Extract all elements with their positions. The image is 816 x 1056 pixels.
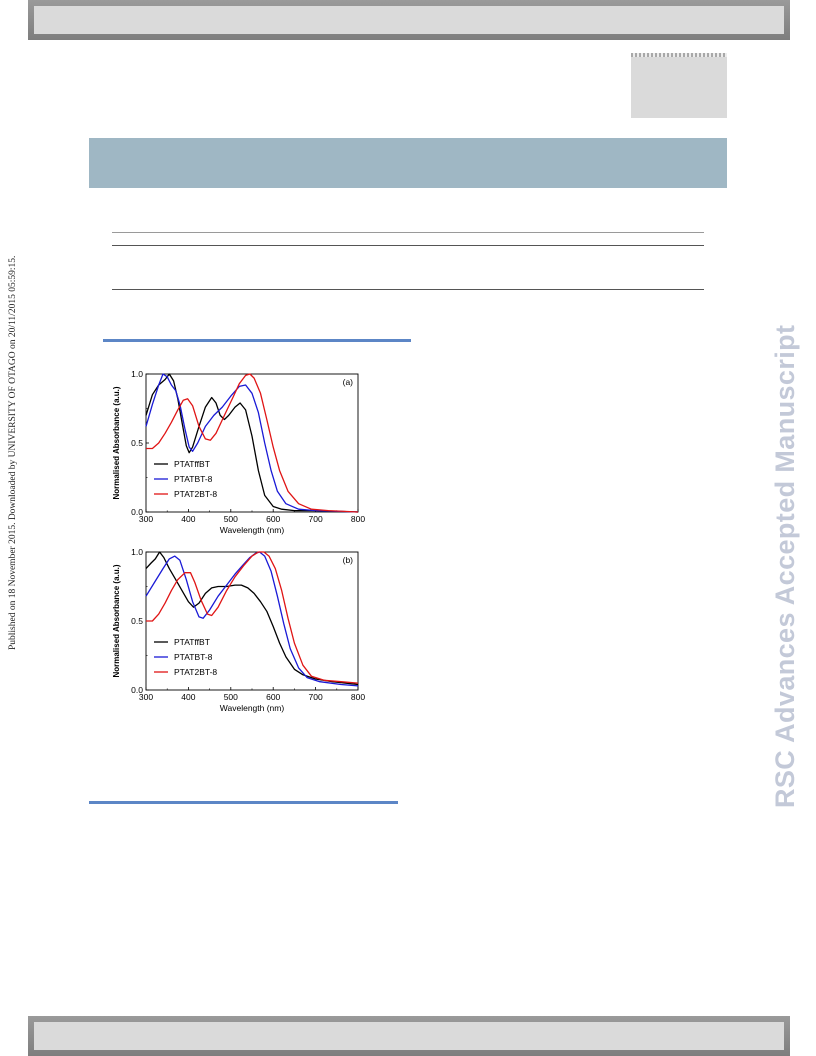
series-line [146,551,359,684]
section-rule-top [103,339,411,342]
header-bar [28,0,790,40]
x-tick-label: 700 [309,692,323,702]
publication-note: Published on 18 November 2015. Downloade… [8,255,18,650]
table-bottom-rule [112,289,704,290]
x-axis-label: Wavelength (nm) [220,703,285,713]
y-tick-label: 0.0 [131,685,143,695]
title-band [89,138,727,188]
series-line [145,373,359,513]
y-tick-label: 1.0 [131,370,143,379]
x-tick-label: 300 [139,514,153,524]
x-tick-label: 800 [351,514,365,524]
x-axis-label: Wavelength (nm) [220,525,285,535]
table-top-rule [112,232,704,233]
x-tick-label: 600 [266,692,280,702]
series-line [145,551,359,687]
x-tick-label: 700 [309,514,323,524]
series-line [145,373,359,513]
series-line [145,551,359,686]
panel-label: (a) [343,377,354,387]
y-tick-label: 1.0 [131,548,143,557]
watermark: RSC Advances Accepted Manuscript [770,324,800,808]
footer-bar [28,1016,790,1056]
legend-label: PTAT2BT-8 [174,489,217,499]
legend-label: PTAT2BT-8 [174,667,217,677]
series-line [146,373,359,513]
y-tick-label: 0.5 [131,438,143,448]
legend-label: PTATBT-8 [174,652,213,662]
y-tick-label: 0.5 [131,616,143,626]
x-tick-label: 600 [266,514,280,524]
x-tick-label: 800 [351,692,365,702]
legend-label: PTATBT-8 [174,474,213,484]
journal-logo-box [631,53,727,118]
y-axis-label: Normalised Absorbance (a.u.) [112,386,121,499]
absorbance-chart-a: 300 400 500 600 700 800 0.0 0.5 1.0 Wavelength (n… [112,370,365,535]
section-rule-bottom [89,801,398,804]
x-tick-label: 400 [181,514,195,524]
table-header-rule [112,245,704,246]
legend-label: PTATffBT [174,459,210,469]
x-tick-label: 400 [181,692,195,702]
panel-label: (b) [343,555,354,565]
y-axis-label: Normalised Absorbance (a.u.) [112,564,121,677]
x-tick-label: 500 [224,692,238,702]
x-tick-label: 300 [139,692,153,702]
absorbance-chart-b: 300 400 500 600 700 800 0.0 0.5 1.0 Wavelength (n… [112,548,365,713]
y-tick-label: 0.0 [131,507,143,517]
legend-label: PTATffBT [174,637,210,647]
x-tick-label: 500 [224,514,238,524]
